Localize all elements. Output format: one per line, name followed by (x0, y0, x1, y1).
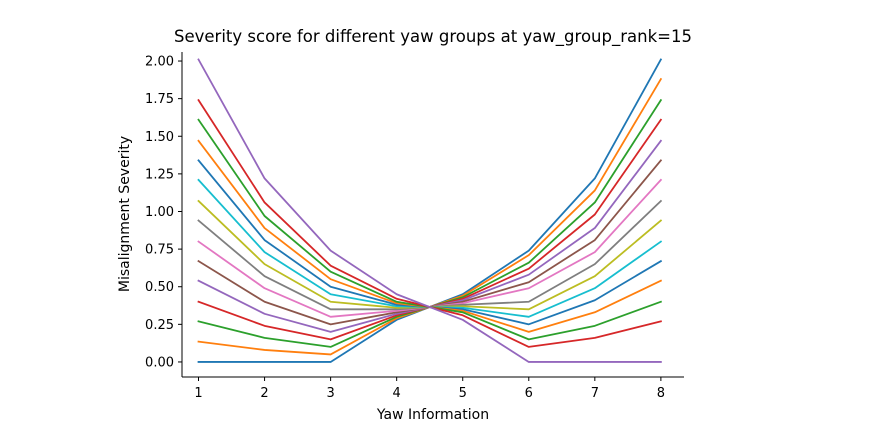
y-tick-label: 0.00 (145, 355, 174, 370)
y-tick-label: 2.00 (145, 55, 174, 70)
series-line-3 (197, 98, 663, 348)
x-tick-label: 3 (326, 386, 334, 401)
x-tick-label: 7 (591, 386, 599, 401)
x-tick-label: 5 (459, 386, 467, 401)
series-line-10 (197, 178, 663, 318)
y-tick-label: 1.00 (145, 205, 174, 220)
y-tick-label: 1.50 (145, 130, 174, 145)
x-axis: 1 2 3 4 5 6 7 8 (182, 376, 684, 401)
y-tick-label: 1.25 (145, 167, 174, 182)
x-axis-label: Yaw Information (376, 407, 489, 423)
y-tick-label: 0.25 (145, 318, 174, 333)
series-line-15 (197, 58, 662, 363)
y-axis-label: Misalignment Severity (117, 136, 133, 292)
x-tick-label: 4 (393, 386, 401, 401)
x-tick-label: 2 (260, 386, 268, 401)
x-tick-label: 6 (525, 386, 533, 401)
series-line-7 (197, 178, 663, 318)
series-line-14 (197, 98, 662, 348)
chart-title: Severity score for different yaw groups … (174, 27, 692, 47)
x-tick-label: 1 (194, 386, 202, 401)
y-axis: 0.00 0.25 0.50 0.75 1.00 1.25 1.50 1.75 2.00 (145, 52, 183, 377)
series-layer (197, 58, 663, 363)
y-tick-label: 0.50 (145, 280, 174, 295)
series-line-1 (197, 58, 663, 363)
y-tick-label: 1.75 (145, 92, 174, 107)
y-tick-label: 0.75 (145, 243, 174, 258)
x-tick-label: 8 (657, 386, 665, 401)
